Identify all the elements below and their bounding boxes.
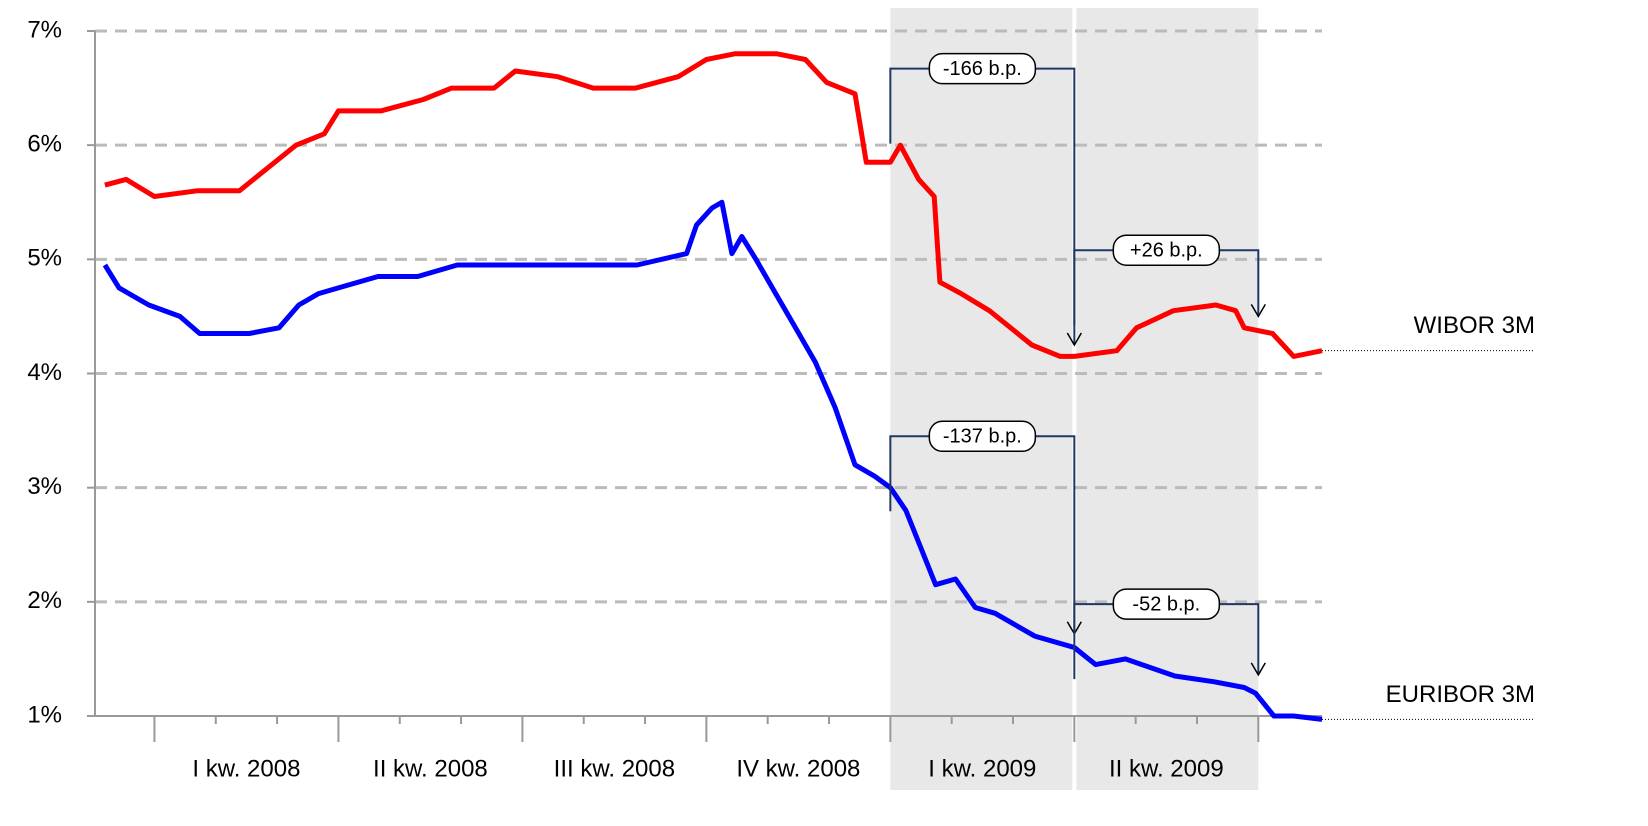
- shade: [890, 8, 1073, 790]
- x-tick-label: II kw. 2008: [373, 755, 488, 782]
- annotation-box: [1112, 588, 1221, 620]
- y-tick-label: 7%: [27, 16, 62, 43]
- series-label: WIBOR 3M: [1414, 312, 1535, 339]
- x-tick-label: III kw. 2008: [554, 755, 675, 782]
- annotation: +26 b.p.: [1073, 234, 1266, 326]
- series-line: [104, 51, 1323, 359]
- annotation-box: [1112, 234, 1221, 266]
- series-line: [102, 199, 1323, 722]
- annotation: -52 b.p.: [1073, 588, 1266, 680]
- annotation-arrow: [1250, 662, 1266, 677]
- shade: [1076, 8, 1259, 790]
- y-tick-label: 4%: [27, 359, 62, 386]
- x-tick-label: IV kw. 2008: [736, 755, 860, 782]
- annotation-arrow: [1066, 332, 1082, 347]
- y-tick-label: 5%: [27, 245, 62, 272]
- annotation-box: [928, 420, 1037, 453]
- series-label: EURIBOR 3M: [1386, 681, 1535, 708]
- annotation: -166 b.p.: [889, 52, 1082, 347]
- annotation-text: -166 b.p.: [943, 58, 1022, 80]
- y-tick-label: 2%: [27, 587, 62, 614]
- x-tick-label: II kw. 2009: [1109, 755, 1224, 782]
- y-tick-label: 1%: [27, 701, 62, 728]
- y-tick-label: 3%: [27, 473, 62, 500]
- annotation: -137 b.p.: [889, 420, 1082, 636]
- x-tick-label: I kw. 2009: [928, 755, 1036, 782]
- y-tick-label: 6%: [27, 131, 62, 158]
- annotation-arrow: [1250, 304, 1266, 318]
- annotation-text: -52 b.p.: [1132, 593, 1200, 615]
- annotation-text: -137 b.p.: [943, 426, 1022, 448]
- x-tick-label: I kw. 2008: [192, 755, 300, 782]
- annotation-text: +26 b.p.: [1130, 239, 1203, 261]
- annotation-box: [928, 52, 1037, 85]
